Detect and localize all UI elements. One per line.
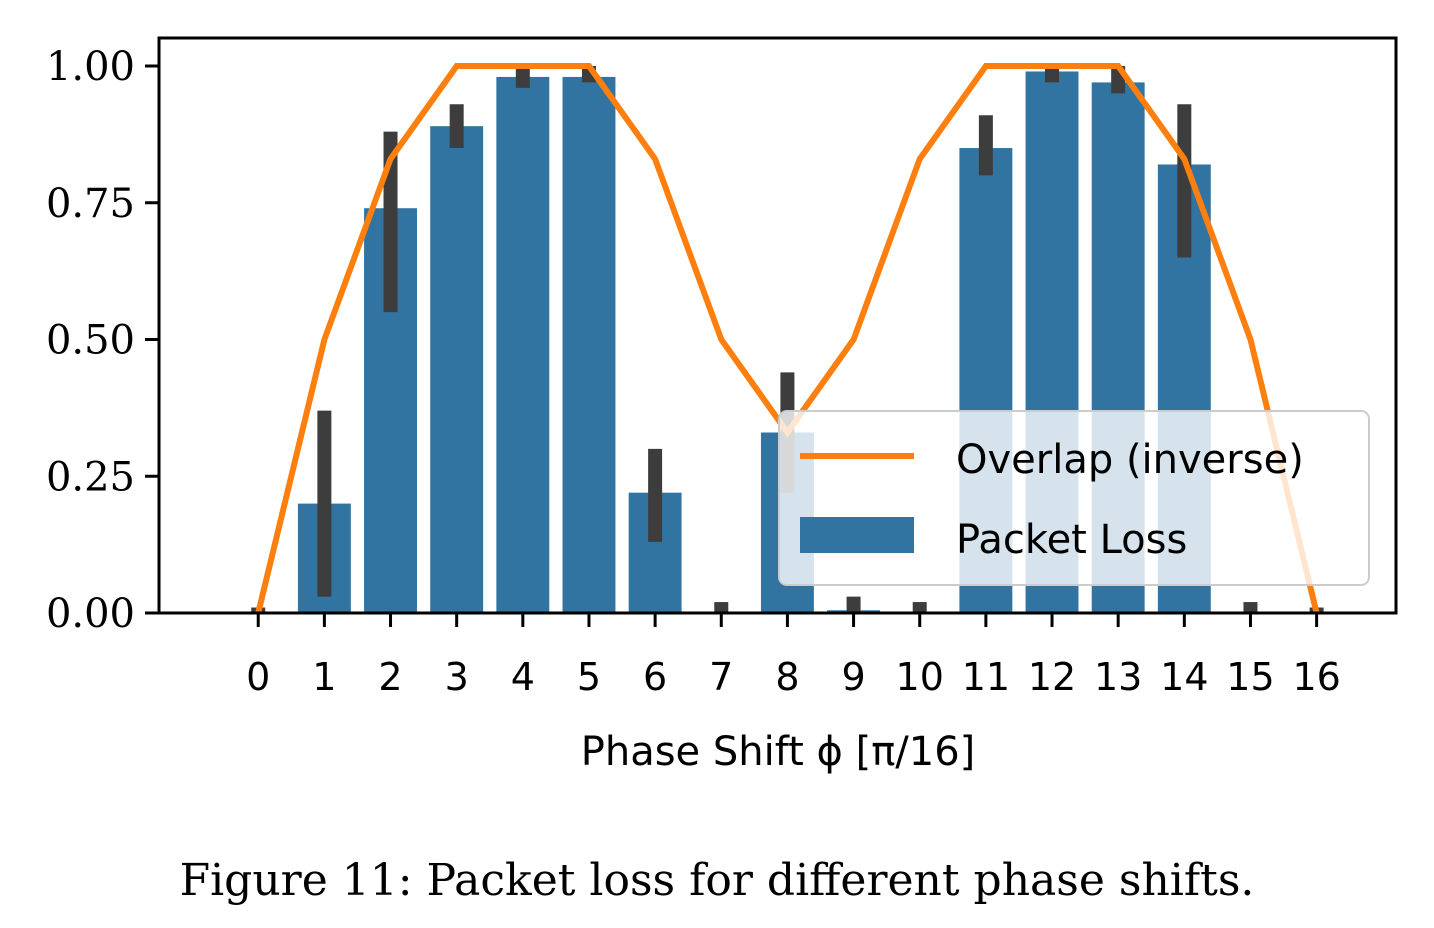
y-axis: 0.00 0.25 0.50 0.75 1.00 xyxy=(46,44,159,637)
bar-3 xyxy=(430,126,484,614)
x-tick-label: 8 xyxy=(775,655,799,699)
y-tick-label: 0.25 xyxy=(46,454,135,500)
bar-4 xyxy=(496,76,550,613)
x-axis: 0 1 2 3 4 5 6 7 8 9 10 11 12 13 14 15 16 xyxy=(246,613,1341,699)
x-tick-label: 5 xyxy=(577,655,601,699)
x-tick-label: 15 xyxy=(1226,655,1274,699)
x-tick-label: 3 xyxy=(445,655,469,699)
x-tick-label: 10 xyxy=(896,655,944,699)
y-tick-label: 0.00 xyxy=(46,591,135,637)
y-tick-label: 0.75 xyxy=(46,181,135,227)
y-tick-label: 0.50 xyxy=(46,318,135,364)
x-tick-label: 4 xyxy=(511,655,535,699)
bar-5 xyxy=(562,76,616,613)
legend-bar-swatch xyxy=(800,517,914,553)
legend-label-packet-loss: Packet Loss xyxy=(956,517,1187,563)
x-tick-label: 16 xyxy=(1292,655,1340,699)
x-tick-label: 12 xyxy=(1028,655,1076,699)
x-tick-label: 6 xyxy=(643,655,667,699)
figure-caption: Figure 11: Packet loss for different pha… xyxy=(179,855,1255,906)
y-tick-label: 1.00 xyxy=(46,44,135,90)
bars-layer xyxy=(297,71,1211,614)
x-tick-label: 1 xyxy=(312,655,336,699)
chart: 0.000.250.500.751.00 0 1 2 3 4 5 6 7 8 9 10 11 12 13 1… xyxy=(46,36,1398,775)
legend-label-overlap: Overlap (inverse) xyxy=(956,437,1304,483)
x-tick-label: 2 xyxy=(378,655,402,699)
x-axis-label: Phase Shift ϕ [π/16] xyxy=(581,729,976,775)
x-tick-label: 9 xyxy=(841,655,865,699)
plot-frame xyxy=(157,36,1398,615)
legend-box xyxy=(778,410,1370,586)
error-bars-layer xyxy=(251,66,1324,613)
x-tick-label: 7 xyxy=(709,655,733,699)
legend: Overlap (inverse) Packet Loss xyxy=(778,410,1370,586)
x-tick-label: 11 xyxy=(962,655,1010,699)
x-tick-label: 13 xyxy=(1094,655,1142,699)
x-tick-label: 0 xyxy=(246,655,270,699)
x-tick-label: 14 xyxy=(1160,655,1208,699)
